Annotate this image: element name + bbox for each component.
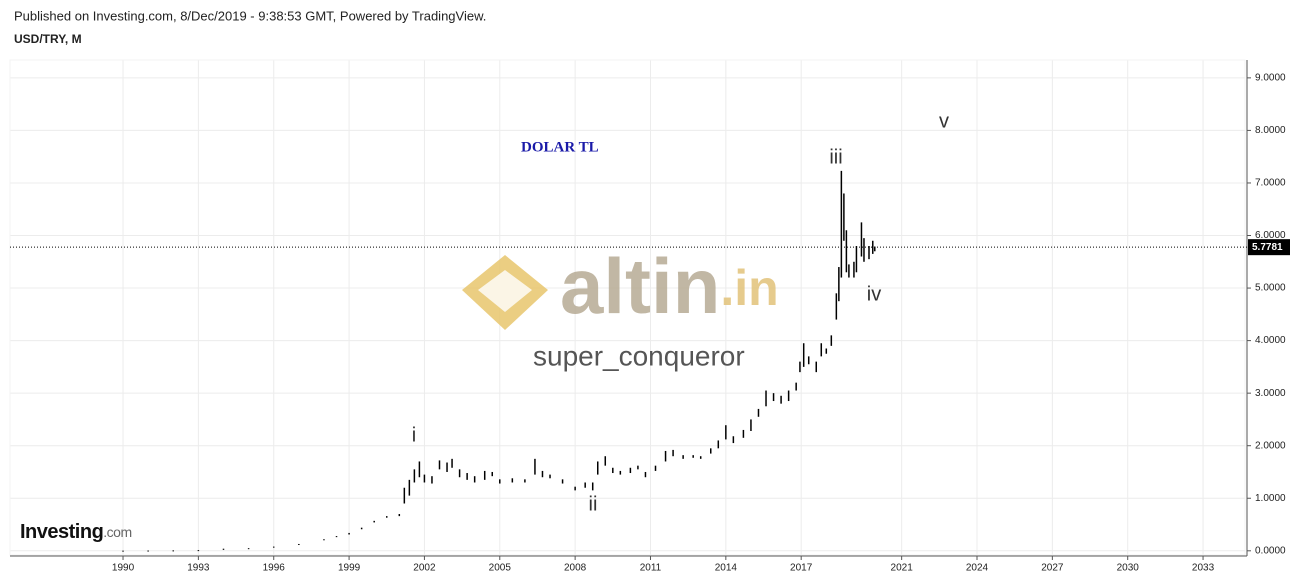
- x-tick-label: 2014: [715, 563, 738, 574]
- wave-label: iii: [829, 146, 842, 168]
- wave-label: i: [412, 424, 416, 446]
- x-tick-label: 2002: [413, 563, 436, 574]
- watermark-author: super_conqueror: [533, 340, 745, 371]
- y-tick-label: 9.0000: [1255, 73, 1286, 84]
- plot-area: [9, 59, 1246, 556]
- watermark-brand: altin: [560, 242, 720, 330]
- x-tick-label: 2008: [564, 563, 587, 574]
- y-tick-label: 8.0000: [1255, 125, 1286, 136]
- x-tick-label: 1993: [187, 563, 210, 574]
- wave-label: iv: [867, 283, 881, 305]
- x-tick-label: 1990: [112, 563, 135, 574]
- x-tick-label: 2011: [640, 563, 662, 574]
- y-tick-label: 7.0000: [1255, 178, 1286, 189]
- y-tick-label: 0.0000: [1255, 545, 1286, 556]
- logo: Investing.com: [20, 521, 132, 543]
- x-tick-label: 1999: [338, 563, 361, 574]
- wave-label: v: [939, 110, 949, 132]
- x-tick-label: 2024: [966, 563, 989, 574]
- logo-brand: Investing: [20, 521, 103, 543]
- wave-label: ii: [589, 493, 598, 515]
- x-tick-label: 2033: [1192, 563, 1215, 574]
- x-tick-label: 2005: [489, 563, 512, 574]
- watermark: altin.in super_conqueror: [462, 242, 779, 371]
- x-tick-label: 2027: [1041, 563, 1064, 574]
- y-tick-label: 3.0000: [1255, 388, 1286, 399]
- watermark-text: altin.in: [560, 242, 779, 330]
- x-tick-label: 2017: [790, 563, 813, 574]
- x-tick-label: 1996: [263, 563, 286, 574]
- y-tick-label: 4.0000: [1255, 335, 1286, 346]
- chart-title: DOLAR TL: [521, 139, 599, 155]
- x-tick-label: 2030: [1117, 563, 1140, 574]
- last-price-box: [1248, 239, 1290, 256]
- y-tick-label: 1.0000: [1255, 493, 1286, 504]
- published-note: Published on Investing.com, 8/Dec/2019 -…: [14, 8, 486, 23]
- x-tick-label: 2021: [891, 563, 914, 574]
- symbol: USD/TRY, M: [14, 32, 82, 46]
- logo-suffix: .com: [103, 524, 131, 540]
- y-tick-label: 2.0000: [1255, 440, 1286, 451]
- y-tick-label: 6.0000: [1255, 230, 1286, 241]
- last-price-label: 5.7781: [1252, 242, 1283, 253]
- y-tick-label: 5.0000: [1255, 283, 1286, 294]
- watermark-suffix: .in: [720, 260, 778, 316]
- watermark-icon-inner: [478, 270, 532, 312]
